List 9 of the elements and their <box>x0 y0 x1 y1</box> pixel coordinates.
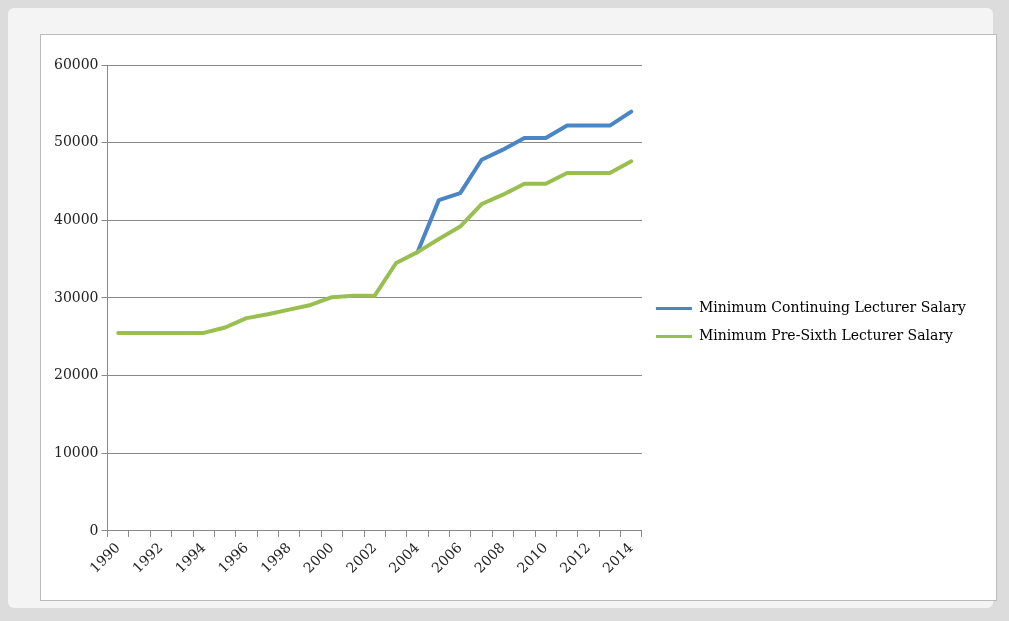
y-tick-label: 50000 <box>53 133 99 150</box>
y-tick-label: 60000 <box>53 55 99 72</box>
y-tick-label: 30000 <box>53 288 99 305</box>
legend-label: Minimum Continuing Lecturer Salary <box>698 299 967 316</box>
y-tick-label: 20000 <box>53 366 99 383</box>
y-tick-label: 0 <box>89 521 99 538</box>
y-tick-label: 10000 <box>53 443 99 460</box>
y-tick-label: 40000 <box>53 210 99 227</box>
legend-label: Minimum Pre-Sixth Lecturer Salary <box>698 327 954 344</box>
